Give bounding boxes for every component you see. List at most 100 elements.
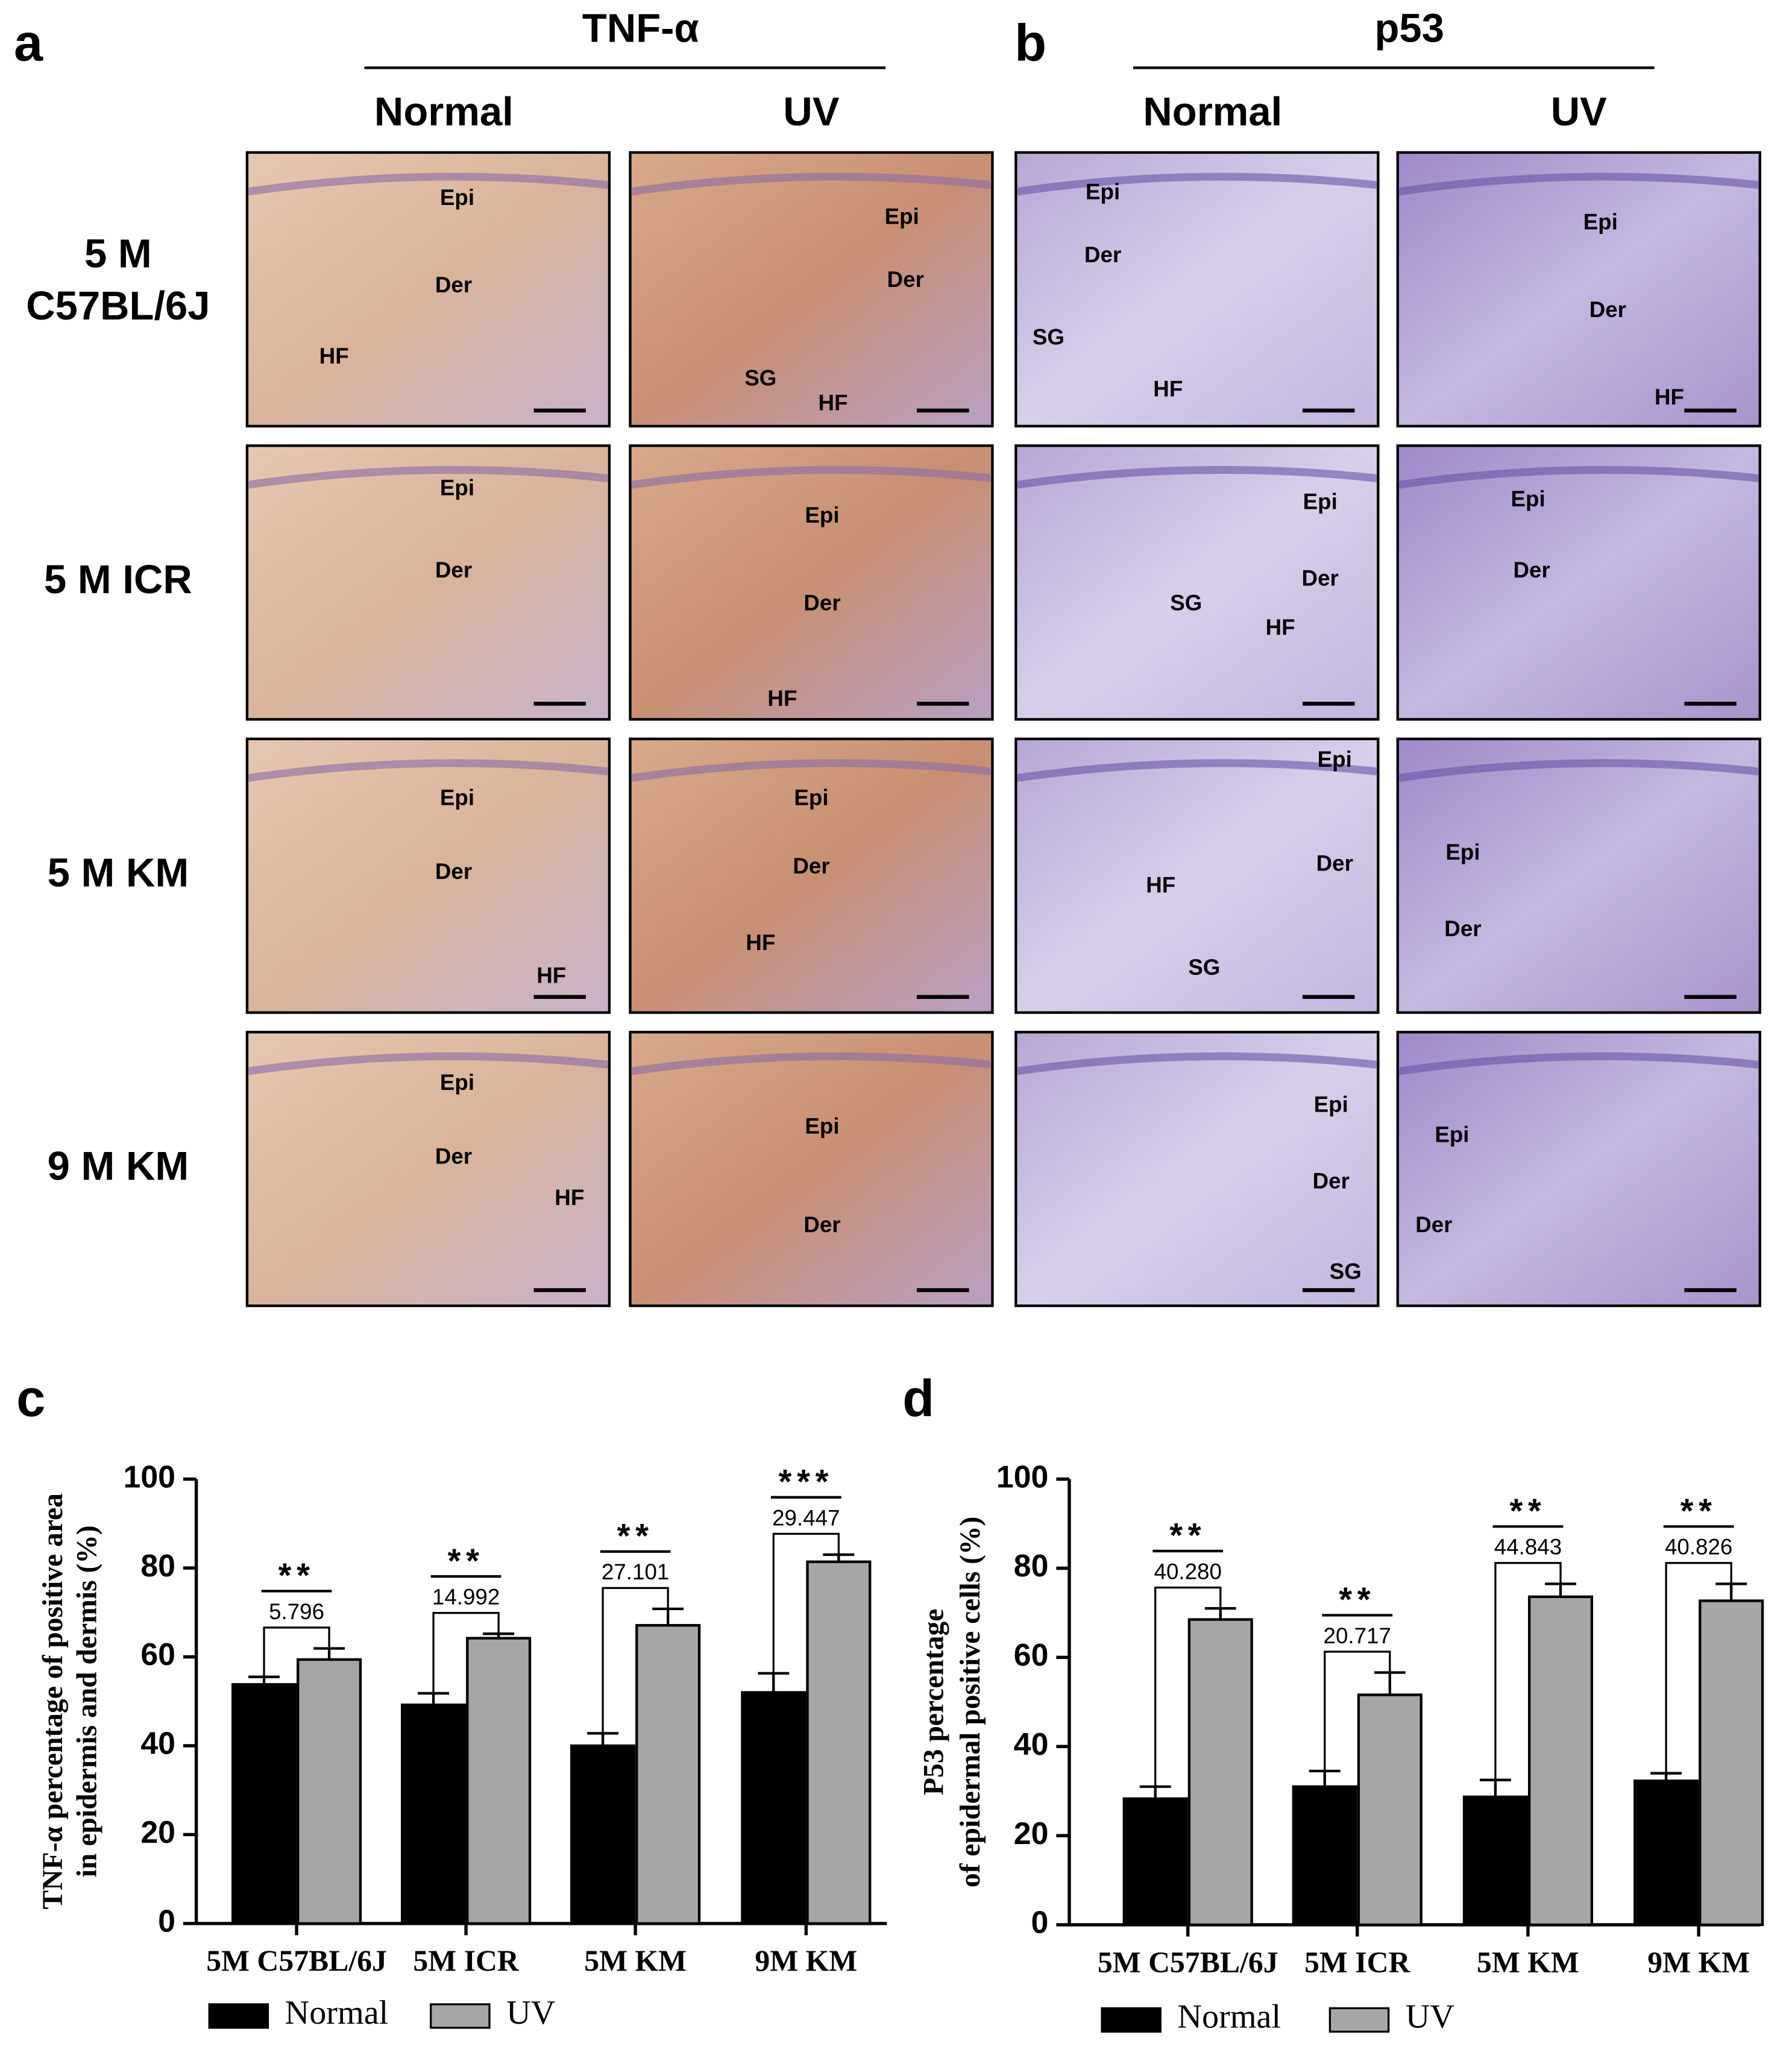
significance-bracket xyxy=(1324,1651,1391,1771)
error-bar xyxy=(1139,1785,1171,1799)
tissue-label: Der xyxy=(435,558,472,582)
row-label: 9 M KM xyxy=(48,1144,189,1189)
bar xyxy=(401,1703,467,1925)
y-axis-label: of epidermal positive cells (%) xyxy=(955,1517,986,1887)
significance-bracket xyxy=(1494,1562,1562,1780)
significance-bracket xyxy=(1154,1586,1222,1787)
micrograph xyxy=(245,1030,611,1308)
epidermis-band xyxy=(630,466,992,489)
significance-stars: ** xyxy=(278,1557,315,1594)
row-label: C57BL/6J xyxy=(26,283,210,329)
row-label: 5 M xyxy=(84,231,152,277)
epidermis-band xyxy=(630,1052,992,1075)
y-tick-label: 20 xyxy=(140,1815,175,1849)
tissue-label: Der xyxy=(435,272,472,297)
tissue-label: Der xyxy=(793,854,829,878)
bar xyxy=(806,1560,872,1925)
tissue-label: Epi xyxy=(885,204,919,229)
significance-stars: ** xyxy=(617,1517,654,1555)
y-tick-label: 100 xyxy=(123,1459,175,1494)
micrograph xyxy=(245,444,611,721)
micrograph xyxy=(1396,1030,1761,1308)
epidermis-band xyxy=(1398,172,1759,196)
tissue-label: Der xyxy=(1514,558,1550,582)
y-tick-label: 60 xyxy=(1014,1637,1049,1672)
marker-title: p53 xyxy=(1375,6,1444,51)
difference-label: 40.280 xyxy=(1154,1559,1222,1584)
difference-label: 40.826 xyxy=(1665,1535,1732,1560)
tissue-label: Der xyxy=(1589,297,1626,322)
error-bar xyxy=(823,1553,855,1562)
bar xyxy=(466,1637,532,1925)
bar xyxy=(1699,1599,1764,1927)
tissue-label: SG xyxy=(1330,1259,1362,1283)
error-bar xyxy=(1650,1772,1682,1781)
significance-stars: ** xyxy=(1339,1581,1375,1619)
tissue-label: HF xyxy=(1153,377,1183,401)
error-bar xyxy=(418,1692,450,1705)
column-header: Normal xyxy=(374,89,514,134)
significance-bracket xyxy=(432,1611,500,1693)
epidermis-band xyxy=(630,759,992,782)
tissue-label: Epi xyxy=(1511,486,1545,511)
micrograph xyxy=(1014,1030,1380,1308)
tissue-label: Der xyxy=(1313,1169,1350,1194)
x-tick-label: 9M KM xyxy=(755,1944,857,1977)
micrograph xyxy=(1014,444,1380,721)
tissue-label: HF xyxy=(1146,873,1175,898)
micrograph xyxy=(1396,444,1761,721)
tissue-label: SG xyxy=(1170,590,1202,615)
tissue-label: HF xyxy=(555,1185,584,1210)
y-tick-label: 100 xyxy=(996,1459,1049,1494)
tissue-label: Epi xyxy=(440,185,474,210)
column-header: UV xyxy=(783,89,839,134)
bar xyxy=(1122,1797,1188,1927)
significance-bracket xyxy=(1665,1562,1732,1774)
tissue-label: SG xyxy=(1033,324,1064,349)
error-bar xyxy=(758,1672,790,1693)
epidermis-band xyxy=(1398,466,1759,489)
bar xyxy=(1357,1693,1423,1927)
bar xyxy=(741,1691,806,1925)
epidermis-band xyxy=(248,466,609,489)
y-tick-label: 40 xyxy=(1014,1727,1049,1761)
column-header: UV xyxy=(1551,89,1607,134)
micrograph xyxy=(629,1030,994,1308)
y-tick-label: 0 xyxy=(158,1903,175,1938)
column-header: Normal xyxy=(1143,89,1282,134)
panel-letter: b xyxy=(1014,14,1046,72)
x-tick-label: 9M KM xyxy=(1647,1945,1750,1978)
tissue-label: HF xyxy=(536,963,566,987)
tissue-label: Der xyxy=(1302,565,1339,590)
tissue-label: HF xyxy=(819,390,848,415)
micrograph xyxy=(1396,737,1761,1014)
difference-label: 29.447 xyxy=(772,1505,840,1530)
micrograph xyxy=(245,151,611,428)
difference-label: 44.843 xyxy=(1494,1535,1562,1560)
tissue-label: HF xyxy=(319,344,349,368)
x-tick-label: 5M KM xyxy=(584,1944,687,1977)
y-tick-label: 40 xyxy=(140,1726,175,1761)
tissue-label: Der xyxy=(1415,1212,1452,1237)
bar xyxy=(570,1744,636,1925)
tissue-label: Epi xyxy=(1435,1122,1469,1147)
tissue-label: Der xyxy=(1084,242,1121,267)
error-bar xyxy=(1545,1582,1576,1597)
tissue-label: HF xyxy=(1655,385,1684,409)
tissue-label: Epi xyxy=(1318,747,1352,772)
legend-swatch xyxy=(1328,2007,1390,2033)
tissue-label: SG xyxy=(1188,955,1220,980)
error-bar xyxy=(313,1647,345,1660)
legend-label: Normal xyxy=(285,1994,389,2032)
bar xyxy=(1187,1618,1253,1927)
tissue-label: Der xyxy=(887,267,924,292)
epidermis-band xyxy=(1016,759,1377,782)
bar xyxy=(1527,1595,1594,1927)
marker-title: TNF-α xyxy=(582,6,699,51)
epidermis-band xyxy=(1398,1052,1759,1075)
x-tick-label: 5M KM xyxy=(1477,1945,1579,1978)
error-bar xyxy=(1479,1778,1511,1797)
error-bar xyxy=(1309,1769,1341,1787)
